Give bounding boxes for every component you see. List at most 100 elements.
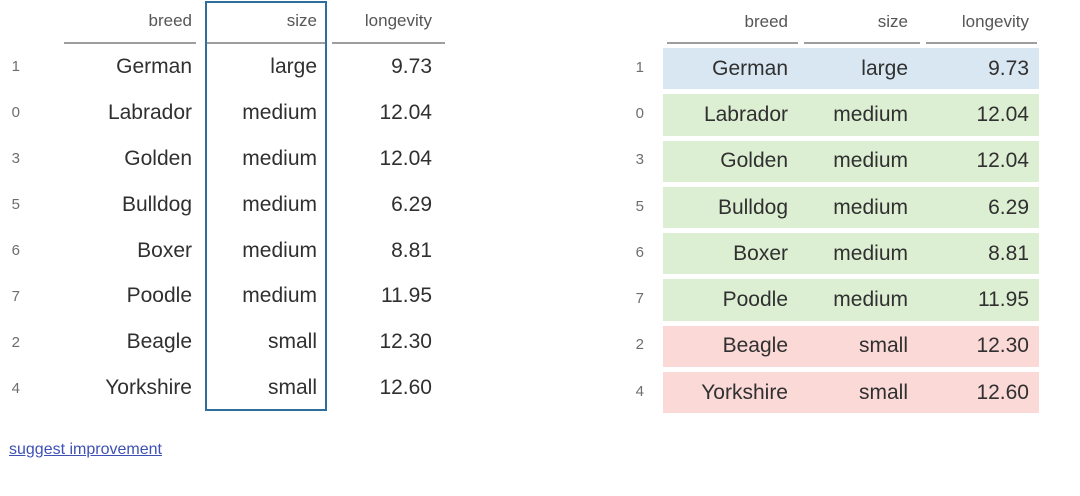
spacer [26, 319, 64, 365]
column-gap [196, 273, 207, 319]
table-column-highlighted: breed size longevity 1 German large 9.73… [0, 0, 445, 411]
column-gap [325, 273, 332, 319]
spacer [648, 229, 663, 275]
row-index: 4 [11, 379, 20, 397]
cell-breed: Labrador [107, 100, 192, 124]
index-header [624, 0, 648, 44]
cell-size: small [800, 321, 922, 369]
cell-longevity: 12.60 [379, 376, 432, 400]
column-gap [196, 228, 207, 274]
cell-longevity: 6.29 [922, 182, 1039, 230]
column-gap [325, 365, 332, 411]
cell-size: medium [242, 100, 317, 124]
column-gap [325, 228, 332, 274]
cell-size: medium [800, 90, 922, 137]
row-index: 7 [635, 290, 644, 308]
cell-size: large [800, 44, 922, 91]
cell-breed: Poodle [663, 275, 800, 322]
cell-size: medium [800, 229, 922, 276]
column-header-size: size [800, 0, 922, 44]
row-index: 3 [11, 150, 20, 168]
cell-breed: Yorkshire [105, 376, 192, 400]
table-row: 2 Beagle small 12.30 [0, 319, 445, 365]
table-row: 3 Golden medium 12.04 [0, 136, 445, 182]
cell-breed: Boxer [137, 238, 192, 262]
spacer [648, 0, 663, 44]
table-row: 7 Poodle medium 11.95 [0, 273, 445, 319]
row-index: 0 [11, 104, 20, 122]
spacer [26, 44, 64, 90]
cell-breed: German [663, 44, 800, 91]
column-header-longevity: longevity [922, 0, 1039, 44]
spacer [648, 275, 663, 321]
column-gap [325, 182, 332, 228]
table-row: 7 Poodle medium 11.95 [624, 275, 1039, 322]
cell-size: medium [242, 192, 317, 216]
column-gap [325, 136, 332, 182]
cell-breed: Bulldog [121, 192, 192, 216]
cell-longevity: 9.73 [922, 44, 1039, 91]
table-row: 4 Yorkshire small 12.60 [624, 368, 1039, 415]
table-row: 4 Yorkshire small 12.60 [0, 365, 445, 411]
cell-breed: Poodle [126, 284, 192, 308]
cell-longevity: 12.04 [922, 90, 1039, 137]
spacer [26, 182, 64, 228]
cell-longevity: 12.04 [922, 136, 1039, 183]
cell-longevity: 12.04 [379, 146, 432, 170]
spacer [648, 368, 663, 414]
column-gap [325, 319, 332, 365]
table-header-row: breed size longevity [624, 0, 1039, 44]
cell-size: medium [800, 275, 922, 322]
column-gap [325, 0, 332, 44]
row-index: 0 [635, 104, 644, 122]
table-row: 0 Labrador medium 12.04 [0, 90, 445, 136]
column-header-longevity: longevity [332, 0, 445, 44]
table-row: 6 Boxer medium 8.81 [624, 229, 1039, 276]
row-index: 1 [635, 58, 644, 76]
cell-longevity: 6.29 [391, 192, 432, 216]
spacer [26, 273, 64, 319]
column-gap [325, 90, 332, 136]
cell-breed: Boxer [663, 229, 800, 276]
row-index: 2 [635, 336, 644, 354]
row-index: 2 [11, 333, 20, 351]
cell-longevity: 11.95 [922, 275, 1039, 322]
cell-longevity: 9.73 [391, 54, 432, 78]
column-gap [196, 182, 207, 228]
cell-longevity: 8.81 [391, 238, 432, 262]
cell-longevity: 12.30 [922, 321, 1039, 369]
table-row: 0 Labrador medium 12.04 [624, 90, 1039, 137]
column-gap [196, 0, 207, 44]
table-row: 6 Boxer medium 8.81 [0, 228, 445, 274]
row-index: 3 [635, 151, 644, 169]
table-header-row: breed size longevity [0, 0, 445, 44]
cell-breed: Labrador [663, 90, 800, 137]
cell-size: medium [242, 238, 317, 262]
table-row: 3 Golden medium 12.04 [624, 136, 1039, 183]
table-row: 1 German large 9.73 [624, 44, 1039, 91]
spacer [648, 183, 663, 229]
spacer [26, 0, 64, 44]
column-header-breed: breed [64, 0, 196, 44]
spacer [648, 322, 663, 368]
spacer [648, 44, 663, 90]
cell-breed: Yorkshire [663, 368, 800, 415]
column-gap [196, 365, 207, 411]
row-index: 6 [11, 242, 20, 259]
column-gap [196, 90, 207, 136]
table-row: 2 Beagle small 12.30 [624, 321, 1039, 369]
cell-longevity: 12.30 [379, 330, 432, 354]
index-header [0, 0, 26, 44]
cell-longevity: 12.04 [379, 100, 432, 124]
cell-breed: Bulldog [663, 182, 800, 230]
spacer [648, 90, 663, 136]
cell-size: small [267, 376, 317, 400]
column-gap [325, 44, 332, 90]
table-row: 5 Bulldog medium 6.29 [624, 182, 1039, 230]
cell-size: medium [800, 136, 922, 183]
suggest-improvement-link[interactable]: suggest improvement [9, 441, 162, 458]
row-index: 1 [11, 58, 20, 76]
spacer [26, 365, 64, 411]
cell-breed: Golden [124, 146, 192, 170]
